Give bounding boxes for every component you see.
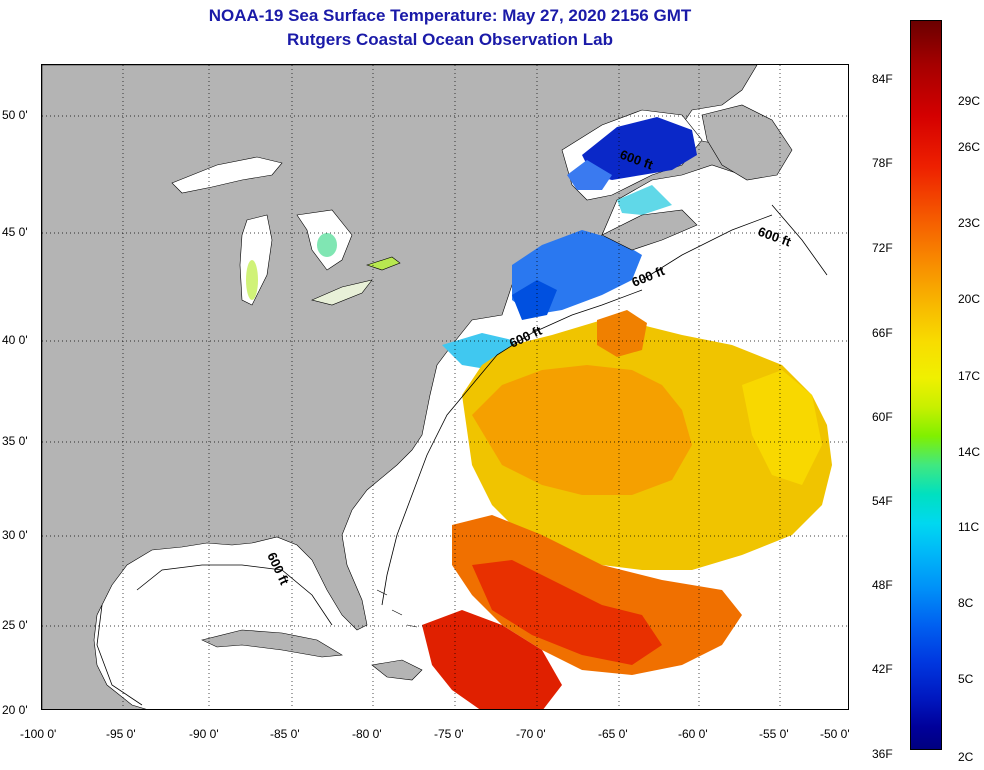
sargasso-sst (452, 515, 742, 675)
lon-label: -90 0' (189, 727, 219, 741)
bahamas (376, 589, 418, 628)
east-patch-sst (742, 370, 822, 485)
newfoundland (701, 104, 793, 181)
lon-label: -55 0' (759, 727, 789, 741)
colorbar-f-label: 54F (872, 494, 893, 508)
lon-label: -65 0' (598, 727, 628, 741)
colorbar-f-label: 66F (872, 326, 893, 340)
lon-label: -50 0' (820, 727, 850, 741)
colorbar-c-label: 26C (958, 140, 981, 154)
colorbar-f-label: 48F (872, 578, 893, 592)
cuba (201, 629, 343, 658)
lon-label: -70 0' (516, 727, 546, 741)
contour-label-5: 600 ft (264, 550, 292, 588)
subtropical-red-sst (472, 560, 662, 665)
colorbar-c-label: 2C (958, 750, 974, 764)
temperature-colorbar (910, 20, 942, 750)
colorbar-c-label: 5C (958, 672, 974, 686)
colorbar-f-label: 36F (872, 747, 893, 761)
lat-label: 50 0' (2, 108, 28, 122)
hispaniola (371, 659, 423, 681)
gulf-stream-core-sst (472, 365, 692, 495)
map-canvas: 600 ft 600 ft 600 ft 600 ft 600 ft (42, 65, 848, 709)
colorbar-f-label: 72F (872, 241, 893, 255)
lake-huron-sst (317, 233, 337, 257)
lon-label: -60 0' (678, 727, 708, 741)
lon-label: -80 0' (352, 727, 382, 741)
colorbar-c-label: 29C (958, 94, 981, 108)
colorbar-f-label: 78F (872, 156, 893, 170)
lat-label: 40 0' (2, 333, 28, 347)
lake-erie (311, 279, 373, 306)
st-lawrence-sst-light (567, 160, 612, 190)
gulf-st-lawrence-sst (582, 117, 697, 180)
lat-label: 20 0' (2, 703, 28, 717)
nova-scotia (601, 209, 698, 251)
colorbar-c-label: 23C (958, 216, 981, 230)
colorbar-c-label: 11C (958, 520, 980, 534)
lat-label: 45 0' (2, 225, 28, 239)
lon-label: -95 0' (106, 727, 136, 741)
sst-map: 600 ft 600 ft 600 ft 600 ft 600 ft (41, 64, 849, 710)
colorbar-f-label: 60F (872, 410, 893, 424)
lake-michigan-sst (246, 260, 258, 300)
contour-label-2: 600 ft (756, 224, 794, 250)
lat-label: 30 0' (2, 528, 28, 542)
colorbar-c-label: 20C (958, 292, 981, 306)
st-lawrence-sst-cyan (617, 185, 672, 215)
caribbean-sst (422, 610, 562, 709)
warm-eddy-sst (597, 310, 647, 357)
lon-label: -85 0' (270, 727, 300, 741)
colorbar-f-label: 42F (872, 662, 893, 676)
colorbar-c-label: 8C (958, 596, 974, 610)
map-title: NOAA-19 Sea Surface Temperature: May 27,… (208, 6, 692, 25)
lake-superior (171, 156, 283, 194)
depth-contour-600ft (96, 204, 828, 706)
lat-label: 35 0' (2, 434, 28, 448)
lake-ontario (366, 256, 401, 271)
maine-gulf-sst (512, 280, 557, 320)
map-subtitle: Rutgers Coastal Ocean Observation Lab (287, 30, 613, 49)
lon-label: -100 0' (20, 727, 57, 741)
colorbar-c-label: 14C (958, 445, 981, 459)
lat-label: 25 0' (2, 618, 28, 632)
lat-lon-grid (42, 65, 848, 709)
land-north-america (42, 65, 758, 709)
lon-label: -75 0' (434, 727, 464, 741)
colorbar-f-label: 84F (872, 72, 893, 86)
colorbar-c-label: 17C (958, 369, 981, 383)
